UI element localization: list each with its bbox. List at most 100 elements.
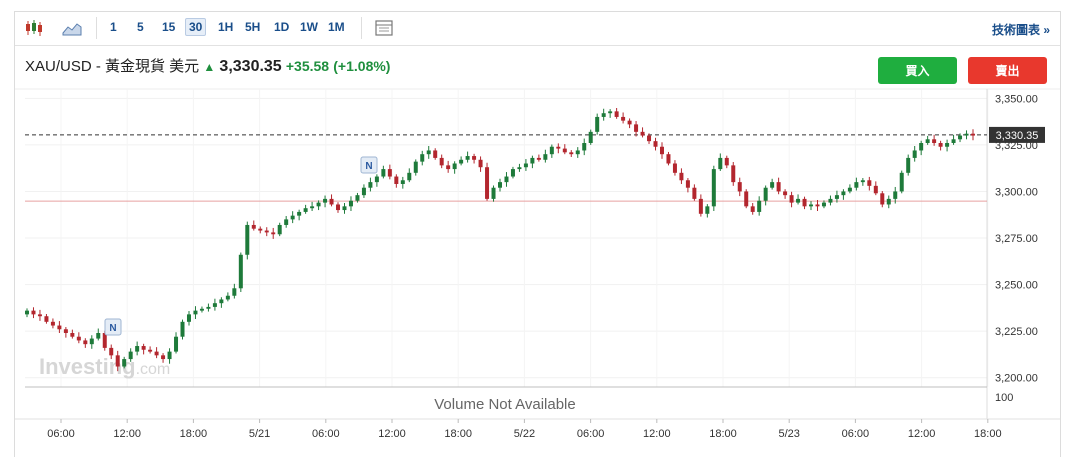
candle-body [958, 135, 963, 140]
time-tick-label: 18:00 [709, 428, 737, 440]
candle-body [426, 150, 431, 155]
candle-body [796, 198, 801, 203]
timeframe-1d[interactable]: 1D [274, 20, 290, 34]
time-tick-label: 18:00 [444, 428, 472, 440]
candle-body [653, 141, 658, 147]
candle-body [737, 182, 742, 192]
candle-body [789, 195, 794, 203]
timeframe-1w[interactable]: 1W [300, 20, 318, 34]
candle-body [569, 152, 574, 155]
candle-body [297, 211, 302, 216]
candle-body [342, 206, 347, 211]
candle-body [575, 150, 580, 155]
candle-body [148, 349, 153, 352]
candle-body [724, 157, 729, 166]
timeframe-1[interactable]: 1 [110, 20, 117, 34]
candle-body [472, 156, 477, 160]
table-view-icon[interactable] [373, 18, 395, 38]
candle-body [115, 355, 120, 367]
candle-body [154, 351, 159, 356]
candle-body [277, 224, 282, 235]
candle-body [776, 182, 781, 192]
candle-body [536, 157, 541, 160]
candlestick-chart[interactable]: Investing.com N N 3,350.003,325.003,300.… [15, 12, 1060, 457]
candle-body [757, 200, 762, 212]
candle-body [180, 321, 185, 337]
candle-body [452, 163, 457, 170]
candle-body [102, 332, 107, 348]
volume-not-available: Volume Not Available [434, 396, 575, 413]
price-change: +35.58 [285, 58, 330, 74]
candle-body [89, 338, 94, 345]
price-tick-label: 3,350.00 [995, 93, 1038, 105]
candle-body [860, 180, 865, 183]
candle-body [549, 146, 554, 155]
candle-body [588, 131, 593, 144]
buy-button[interactable]: 買入 [878, 57, 957, 84]
time-tick-label: 12:00 [378, 428, 406, 440]
candle-body [413, 161, 418, 173]
candle-body [659, 146, 664, 155]
candle-body [491, 187, 496, 199]
candle-body [692, 187, 697, 199]
candle-body [167, 351, 172, 360]
candle-body [128, 351, 133, 360]
candle-body [925, 139, 930, 144]
time-tick-label: 5/23 [778, 428, 799, 440]
candle-body [867, 180, 872, 186]
candle-body [290, 215, 295, 220]
candle-body [310, 206, 315, 209]
candle-body [76, 336, 81, 341]
instrument-header: XAU/USD - 黃金現貨 美元 ▲ 3,330.35 +35.58 (+1.… [25, 55, 390, 76]
candle-body [873, 185, 878, 194]
news-marker[interactable]: N [104, 318, 122, 336]
price-change-percent: (+1.08%) [333, 58, 391, 74]
price-tick-label: 3,225.00 [995, 326, 1038, 338]
timeframe-15[interactable]: 15 [162, 20, 176, 34]
timeframe-1m[interactable]: 1M [328, 20, 345, 34]
candle-body [70, 332, 75, 337]
candle-body [763, 187, 768, 201]
candle-body [886, 198, 891, 205]
candle-body [698, 198, 703, 214]
sell-button[interactable]: 賣出 [968, 57, 1047, 84]
candle-body [523, 163, 528, 168]
candle-body [815, 204, 820, 207]
timeframe-5[interactable]: 5 [137, 20, 144, 34]
timeframe-1h[interactable]: 1H [218, 20, 234, 34]
candle-body [750, 206, 755, 212]
candle-body [906, 157, 911, 173]
candle-body [232, 288, 237, 296]
candle-body [562, 148, 567, 153]
candle-body [964, 133, 969, 136]
timeframe-30[interactable]: 30 [185, 18, 207, 36]
candle-body [174, 336, 179, 352]
candle-body [433, 150, 438, 158]
candle-body [206, 306, 211, 309]
candle-body [679, 172, 684, 181]
up-arrow-icon: ▲ [203, 60, 216, 74]
time-axis: 06:00 12:00 18:00 5/21 06:00 12:00 18:00 5/22 06… [47, 419, 1002, 440]
news-marker[interactable]: N [360, 156, 378, 174]
candle-body [517, 167, 522, 170]
candle-body [504, 176, 509, 183]
candle-body [854, 182, 859, 188]
candle-body [899, 172, 904, 192]
technical-chart-link[interactable]: 技術圖表 » [991, 23, 1050, 37]
candle-body [770, 182, 775, 188]
timeframe-5h[interactable]: 5H [245, 20, 261, 34]
candle-body [809, 204, 814, 207]
candle-body [219, 299, 224, 304]
time-tick-label: 12:00 [908, 428, 936, 440]
candle-body [336, 204, 341, 211]
candle-body [238, 254, 243, 289]
price-tick-label: 3,200.00 [995, 373, 1038, 385]
candlestick-chart-icon[interactable] [23, 18, 45, 38]
area-chart-icon[interactable] [61, 18, 83, 38]
candle-body [880, 193, 885, 205]
candle-body [705, 206, 710, 214]
candle-body [186, 314, 191, 322]
price-tick-label: 3,275.00 [995, 233, 1038, 245]
candle-body [465, 156, 470, 160]
candle-body [634, 124, 639, 132]
